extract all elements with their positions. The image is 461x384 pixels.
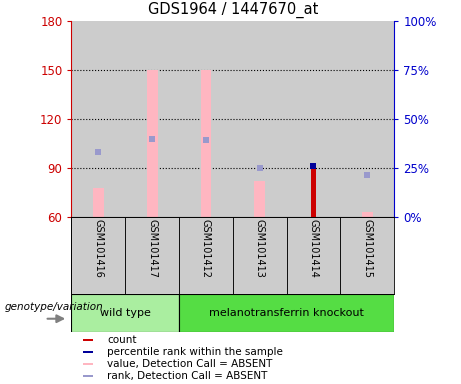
Bar xyxy=(71,294,179,332)
Bar xyxy=(125,21,179,217)
Bar xyxy=(311,165,316,217)
Text: GSM101412: GSM101412 xyxy=(201,219,211,278)
Text: GSM101413: GSM101413 xyxy=(254,219,265,278)
Bar xyxy=(83,339,93,341)
Bar xyxy=(179,294,394,332)
Bar xyxy=(362,212,372,217)
Bar xyxy=(287,21,340,217)
Bar xyxy=(179,217,233,294)
Text: count: count xyxy=(107,335,136,345)
Bar xyxy=(201,70,211,217)
Text: percentile rank within the sample: percentile rank within the sample xyxy=(107,347,283,357)
Text: rank, Detection Call = ABSENT: rank, Detection Call = ABSENT xyxy=(107,371,267,381)
Text: wild type: wild type xyxy=(100,308,151,318)
Text: GSM101415: GSM101415 xyxy=(362,219,372,278)
Bar xyxy=(340,21,394,217)
Title: GDS1964 / 1447670_at: GDS1964 / 1447670_at xyxy=(148,2,318,18)
Bar xyxy=(125,217,179,294)
Text: GSM101417: GSM101417 xyxy=(147,219,157,278)
Text: GSM101414: GSM101414 xyxy=(308,219,319,278)
Bar xyxy=(233,21,287,217)
Text: GSM101416: GSM101416 xyxy=(93,219,103,278)
Bar xyxy=(71,217,125,294)
Text: melanotransferrin knockout: melanotransferrin knockout xyxy=(209,308,364,318)
Bar xyxy=(340,217,394,294)
Text: value, Detection Call = ABSENT: value, Detection Call = ABSENT xyxy=(107,359,272,369)
Bar xyxy=(179,21,233,217)
Bar xyxy=(233,217,287,294)
Bar xyxy=(83,351,93,353)
Bar xyxy=(83,375,93,377)
Bar xyxy=(93,188,104,217)
Text: genotype/variation: genotype/variation xyxy=(5,302,103,312)
Bar xyxy=(83,363,93,365)
Bar xyxy=(147,70,158,217)
Bar xyxy=(254,181,265,217)
Bar xyxy=(71,21,125,217)
Bar xyxy=(287,217,340,294)
